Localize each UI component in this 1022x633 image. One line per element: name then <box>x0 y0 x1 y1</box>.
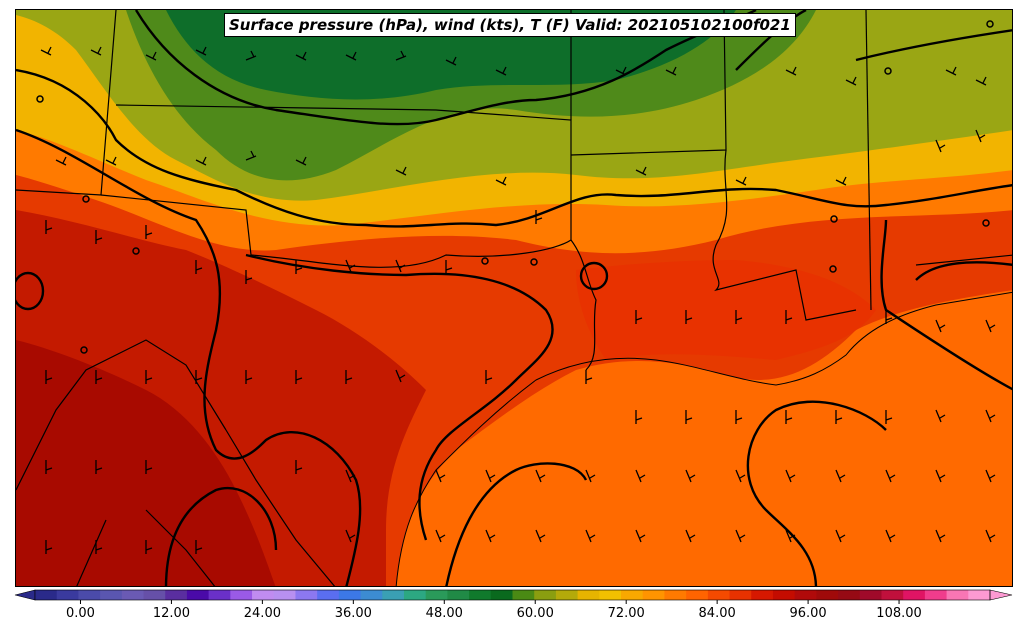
colorbar-max-extension <box>989 589 1013 601</box>
colorbar-bin <box>403 590 427 600</box>
colorbar-bin <box>230 590 253 600</box>
colorbar-bin <box>100 590 123 600</box>
colorbar-bin <box>664 590 687 600</box>
colorbar-tick-label: 12.00 <box>152 606 191 621</box>
wind-barbs <box>40 46 996 554</box>
colorbar-bin <box>946 590 969 600</box>
isobars <box>16 10 1012 586</box>
colorbar-tick-label: 36.00 <box>334 606 372 621</box>
colorbar-bin <box>121 590 145 600</box>
colorbar-bin <box>772 590 796 600</box>
colorbar-outline <box>34 589 991 601</box>
colorbar-bin <box>295 590 318 600</box>
colorbar-bin <box>469 590 492 600</box>
colorbar-bin <box>165 590 188 600</box>
state-borders <box>16 10 1012 586</box>
colorbar-bin <box>338 590 362 600</box>
colorbar-tick-label: 96.00 <box>789 606 827 621</box>
colorbar-bin <box>621 590 644 600</box>
colorbar-bin <box>686 590 709 600</box>
colorbar-bin <box>707 590 731 600</box>
colorbar-bin <box>425 590 448 600</box>
colorbar-bin <box>512 590 535 600</box>
colorbar-bin <box>534 590 557 600</box>
colorbar-tick-label: 84.00 <box>698 606 736 621</box>
colorbar-bin <box>252 590 275 600</box>
colorbar-bin <box>968 590 991 600</box>
temperature-louisiana <box>576 260 876 360</box>
colorbar-bin <box>729 590 752 600</box>
colorbar-bin <box>208 590 231 600</box>
map-title: Surface pressure (hPa), wind (kts), T (F… <box>224 13 796 37</box>
colorbar-min-extension <box>14 589 36 601</box>
colorbar-bin <box>751 590 774 600</box>
colorbar-tick-label: 48.00 <box>425 606 463 621</box>
gulf-of-mexico <box>396 290 1012 586</box>
colorbar-bin <box>490 590 513 600</box>
colorbar-tick-label: 24.00 <box>243 606 281 621</box>
colorbar-tick-label: 72.00 <box>607 606 645 621</box>
colorbar-bin <box>599 590 622 600</box>
colorbar-bin <box>35 590 58 600</box>
colorbar-bin <box>903 590 926 600</box>
colorbar-bin <box>794 590 817 600</box>
colorbar-bin <box>143 590 166 600</box>
weather-map <box>15 9 1013 587</box>
colorbar-bin <box>56 590 79 600</box>
colorbar-bin <box>186 590 210 600</box>
colorbar-bin <box>881 590 904 600</box>
colorbar-bin <box>642 590 665 600</box>
colorbar-tick-label: 108.00 <box>876 606 922 621</box>
colorbar-bin <box>816 590 839 600</box>
temperature-colorbar <box>14 589 1013 604</box>
colorbar-bin <box>78 590 101 600</box>
colorbar-bin <box>577 590 600 600</box>
colorbar-bin <box>859 590 882 600</box>
colorbar-tick-label: 60.00 <box>516 606 554 621</box>
colorbar-bin <box>924 590 948 600</box>
map-canvas <box>16 10 1012 586</box>
colorbar-bin <box>447 590 470 600</box>
colorbar-tick-label: 0.00 <box>65 606 95 621</box>
colorbar-bin <box>838 590 861 600</box>
colorbar-bin <box>273 590 296 600</box>
colorbar-bin <box>360 590 383 600</box>
city-markers <box>36 20 994 354</box>
colorbar-bin <box>382 590 405 600</box>
colorbar-bin <box>317 590 340 600</box>
colorbar-bin <box>555 590 579 600</box>
gulf-coastline <box>395 291 1012 586</box>
